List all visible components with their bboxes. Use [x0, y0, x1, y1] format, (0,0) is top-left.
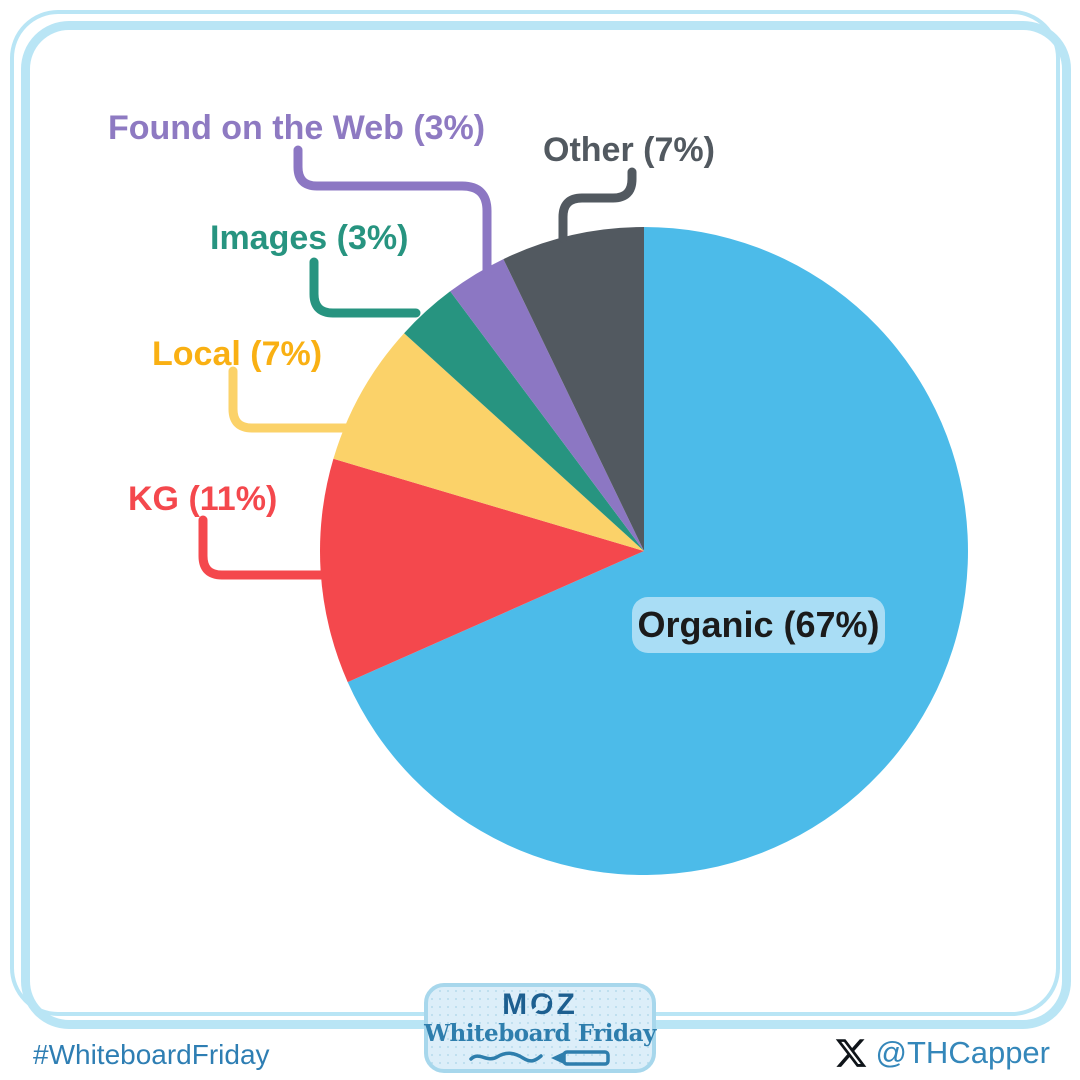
moz-whiteboard-friday-badge: MOZ Whiteboard Friday — [424, 983, 656, 1073]
connector-kg — [198, 515, 332, 580]
pie-slice-found-on-the-web — [450, 259, 644, 551]
label-kg: KG (11%) — [128, 480, 278, 518]
label-found-on-the-web: Found on the Web (3%) — [108, 109, 486, 147]
squiggle-underline — [469, 1051, 543, 1063]
squiggle-and-marker-icon — [469, 1050, 610, 1066]
label-local: Local (7%) — [152, 335, 323, 373]
pie-slices — [319, 227, 968, 876]
marker-body-icon — [562, 1050, 610, 1066]
label-images: Images (3%) — [210, 219, 409, 257]
label-other: Other (7%) — [543, 131, 715, 169]
pie-slice-images — [404, 291, 644, 551]
label-organic-pill: Organic (67%) — [632, 597, 885, 653]
connector-images — [309, 257, 421, 318]
handle-text: @THCapper — [875, 1035, 1050, 1070]
hashtag-text: #WhiteboardFriday — [33, 1039, 270, 1070]
pie-slice-other — [503, 227, 644, 551]
connector-other — [558, 167, 637, 243]
pie-slice-local — [333, 333, 644, 551]
connector-local — [228, 366, 353, 433]
moz-logo: MOZ — [502, 987, 578, 1021]
x-logo-icon — [835, 1039, 866, 1067]
pie-slice-kg — [319, 458, 644, 683]
marker-tip-icon — [551, 1052, 564, 1065]
marker-doodle — [465, 1048, 615, 1066]
pie-slice-organic — [347, 227, 968, 876]
x-logo-path — [835, 1039, 866, 1067]
social-handle: @THCapper — [834, 1035, 1050, 1071]
whiteboard-friday-title: Whiteboard Friday — [424, 1019, 656, 1047]
connector-found-on-the-web — [293, 145, 492, 277]
label-organic: Organic (67%) — [637, 604, 880, 645]
